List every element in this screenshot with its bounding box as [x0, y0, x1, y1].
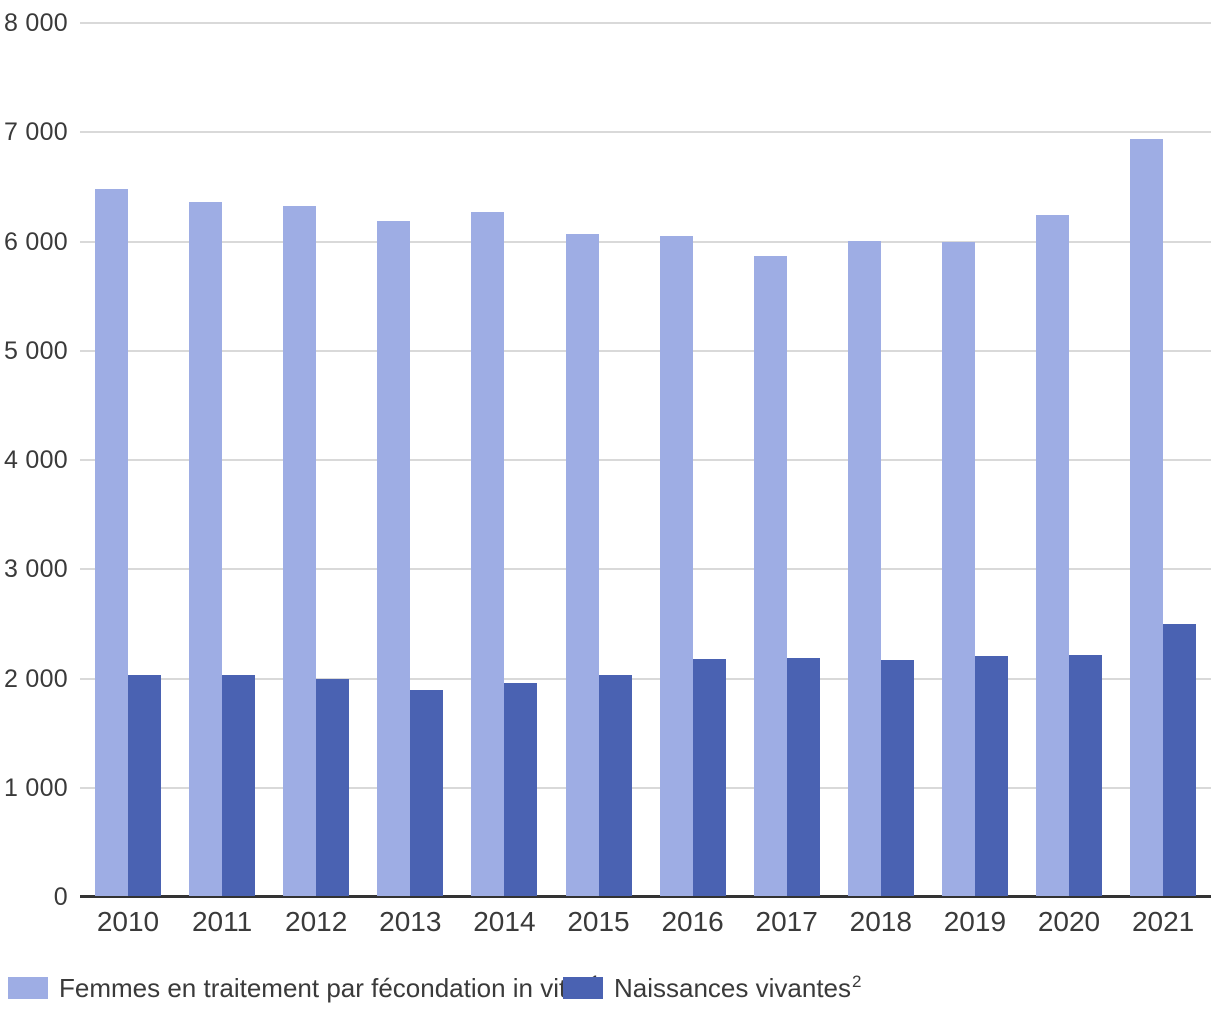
bar-naissances-vivantes-2015 [598, 675, 632, 896]
x-tick-label-2014: 2014 [473, 906, 536, 937]
gridline [80, 786, 1211, 789]
legend-footnote-mark: 2 [852, 971, 862, 991]
bar-femmes-fiv-2015 [565, 233, 599, 896]
x-tick-label-2011: 2011 [191, 906, 253, 937]
legend-label: Femmes en traitement par fécondation in … [59, 973, 600, 1004]
bar-naissances-vivantes-2013 [410, 689, 444, 896]
x-tick-label-2020: 2020 [1037, 906, 1101, 937]
x-tick-label-2010: 2010 [96, 906, 160, 937]
gridline [80, 240, 1211, 243]
bar-naissances-vivantes-2011 [222, 675, 256, 896]
bar-femmes-fiv-2019 [941, 241, 975, 896]
x-tick-label-2012: 2012 [285, 906, 348, 937]
bar-femmes-fiv-2017 [753, 255, 787, 896]
y-tick-label: 2 000 [3, 664, 68, 693]
gridline [80, 568, 1211, 571]
x-axis-line [80, 895, 1211, 898]
legend-item-femmes-fiv: Femmes en traitement par fécondation in … [8, 972, 600, 1004]
bar-naissances-vivantes-2014 [504, 682, 538, 896]
bar-naissances-vivantes-2010 [128, 675, 161, 896]
legend-item-naissances-vivantes: Naissances vivantes2 [563, 972, 861, 1004]
y-tick-label: 0 [53, 883, 68, 911]
x-tick-label-2015: 2015 [567, 906, 630, 937]
bar-femmes-fiv-2016 [659, 236, 693, 896]
bar-femmes-fiv-2012 [283, 205, 317, 896]
y-tick-label: 7 000 [3, 118, 68, 147]
y-tick-label: 4 000 [3, 446, 68, 474]
bar-naissances-vivantes-2019 [974, 655, 1008, 896]
bar-naissances-vivantes-2020 [1069, 654, 1102, 896]
bar-naissances-vivantes-2021 [1163, 623, 1197, 896]
gridline [80, 677, 1211, 680]
x-tick-label-2016: 2016 [661, 906, 724, 937]
legend-swatch-femmes-fiv [8, 977, 48, 999]
bar-femmes-fiv-2020 [1036, 215, 1069, 896]
gridline [80, 22, 1211, 24]
x-tick-label-2017: 2017 [755, 906, 818, 937]
bar-femmes-fiv-2014 [471, 212, 505, 896]
bar-femmes-fiv-2013 [377, 220, 411, 896]
y-tick-label: 1 000 [3, 773, 68, 802]
bar-femmes-fiv-2018 [847, 240, 881, 896]
bar-femmes-fiv-2010 [95, 189, 128, 896]
x-tick-label-2018: 2018 [849, 906, 912, 937]
y-tick-label: 8 000 [3, 9, 68, 37]
x-tick-label-2019: 2019 [943, 906, 1007, 937]
bar-femmes-fiv-2011 [189, 202, 223, 896]
legend-swatch-naissances-vivantes [563, 977, 603, 999]
gridline [80, 131, 1211, 134]
bar-naissances-vivantes-2018 [880, 660, 914, 896]
legend-label: Naissances vivantes2 [614, 971, 862, 1003]
gridline [80, 349, 1211, 352]
y-tick-label: 3 000 [3, 555, 68, 584]
x-tick-label-2021: 2021 [1131, 906, 1195, 937]
bar-femmes-fiv-2021 [1130, 138, 1164, 896]
bar-naissances-vivantes-2012 [316, 678, 350, 896]
gridline [80, 459, 1211, 461]
y-tick-label: 5 000 [3, 336, 68, 365]
x-tick-label-2013: 2013 [379, 906, 442, 937]
bar-naissances-vivantes-2016 [692, 658, 726, 896]
bar-naissances-vivantes-2017 [786, 657, 820, 896]
y-tick-label: 6 000 [3, 227, 68, 256]
